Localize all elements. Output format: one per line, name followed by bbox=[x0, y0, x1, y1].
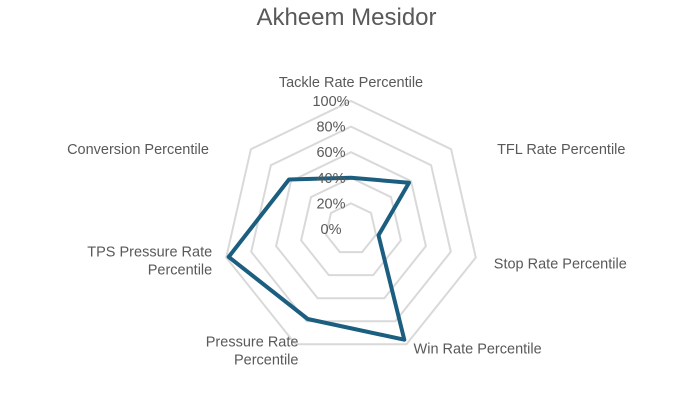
tick-label: 20% bbox=[316, 196, 345, 212]
category-label: Percentile bbox=[234, 352, 298, 368]
grid-ring bbox=[250, 125, 452, 323]
grid-ring bbox=[300, 176, 402, 277]
category-label: TPS Pressure Rate bbox=[87, 244, 212, 260]
category-label: Stop Rate Percentile bbox=[494, 256, 627, 272]
tick-label: 100% bbox=[312, 94, 349, 110]
grid-ring bbox=[275, 151, 427, 300]
chart-title: Akheem Mesidor bbox=[256, 4, 437, 31]
category-label: Pressure Rate bbox=[206, 334, 299, 350]
tick-label: 40% bbox=[316, 171, 345, 187]
category-label: Percentile bbox=[148, 262, 212, 278]
grid-ring bbox=[324, 202, 378, 254]
tick-label: 0% bbox=[321, 222, 342, 238]
category-label: Win Rate Percentile bbox=[414, 341, 542, 357]
grid-ring bbox=[225, 99, 477, 346]
series-line bbox=[226, 175, 411, 342]
category-label: Tackle Rate Percentile bbox=[279, 75, 423, 91]
category-label: Conversion Percentile bbox=[67, 142, 209, 158]
tick-label: 60% bbox=[316, 145, 345, 161]
category-label: TFL Rate Percentile bbox=[497, 142, 625, 158]
tick-label: 80% bbox=[316, 120, 345, 136]
